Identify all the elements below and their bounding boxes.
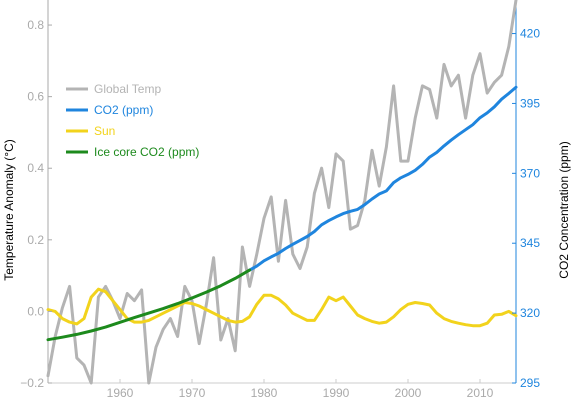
series-line-ice-core-co2-ppm bbox=[46, 268, 252, 342]
legend-label-co2-ppm: CO2 (ppm) bbox=[94, 103, 153, 117]
y-right-tick-label: 395 bbox=[520, 96, 540, 110]
series-line-global-temp bbox=[46, 0, 518, 385]
y-right-tick-label: 370 bbox=[520, 166, 540, 180]
x-tick-label: 1980 bbox=[251, 386, 278, 400]
x-tick-label: 1990 bbox=[323, 386, 350, 400]
series-line-sun bbox=[46, 287, 518, 328]
y-axis-right-label: CO2 Concentration (ppm) bbox=[557, 141, 571, 278]
legend-label-ice-core-co2-ppm: Ice core CO2 (ppm) bbox=[94, 145, 199, 159]
x-tick-label: 2010 bbox=[467, 386, 494, 400]
y-left-tick-label: 0.8 bbox=[27, 18, 44, 32]
x-tick-label: 1970 bbox=[179, 386, 206, 400]
x-tick-label: 2000 bbox=[395, 386, 422, 400]
legend: Global Temp CO2 (ppm) Sun Ice core CO2 (ppm… bbox=[66, 82, 199, 159]
legend-label-global-temp: Global Temp bbox=[94, 82, 161, 96]
series-layer bbox=[46, 0, 518, 385]
y-right-tick-label: 295 bbox=[520, 376, 540, 390]
y-right-tick-label: 320 bbox=[520, 306, 540, 320]
y-axis-left-label: Temperature Anomaly (°C) bbox=[2, 139, 16, 281]
y-left-tick-label: 0.4 bbox=[27, 161, 44, 175]
y-right-tick-label: 420 bbox=[520, 27, 540, 41]
ticks-layer: −0.2 0.0 0.2 0.4 0.6 0.8 295 320 345 370 395 420 196… bbox=[20, 18, 540, 400]
x-tick-label: 1960 bbox=[107, 386, 134, 400]
series-line-co2-ppm bbox=[248, 85, 518, 272]
legend-label-sun: Sun bbox=[94, 124, 115, 138]
y-left-tick-label: 0.0 bbox=[27, 304, 44, 318]
y-right-tick-label: 345 bbox=[520, 236, 540, 250]
axes-layer bbox=[47, 0, 517, 384]
y-left-tick-label: −0.2 bbox=[20, 376, 44, 390]
y-left-tick-label: 0.2 bbox=[27, 233, 44, 247]
y-left-tick-label: 0.6 bbox=[27, 90, 44, 104]
